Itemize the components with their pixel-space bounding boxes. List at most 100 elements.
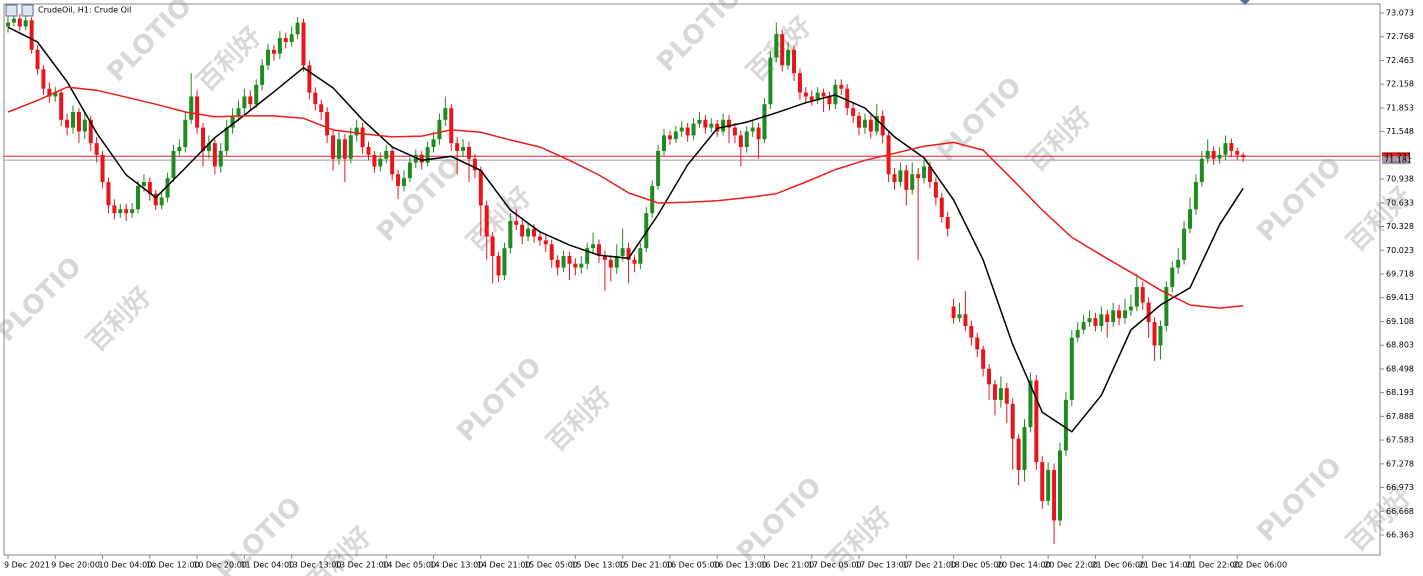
candle-body bbox=[697, 119, 702, 124]
y-tick-label: 68.498 bbox=[1386, 364, 1414, 373]
candle-body bbox=[336, 139, 341, 159]
candle-body bbox=[1223, 143, 1228, 155]
x-tick-label: 21 Dec 06:00 bbox=[1091, 561, 1145, 570]
candle-body bbox=[289, 34, 294, 43]
x-tick-label: 10 Dec 20:00 bbox=[193, 561, 247, 570]
toolbar-icon[interactable] bbox=[5, 4, 18, 17]
candle-body bbox=[307, 65, 312, 93]
x-tick-label: 17 Dec 13:00 bbox=[855, 561, 909, 570]
candle-body bbox=[520, 224, 525, 237]
candle-body bbox=[987, 368, 992, 385]
candle-body bbox=[602, 255, 607, 260]
candle-body bbox=[283, 38, 288, 43]
candle-body bbox=[189, 96, 194, 120]
candle-body bbox=[472, 158, 477, 171]
candle-body bbox=[236, 108, 241, 116]
candle-body bbox=[597, 244, 601, 256]
candle-body bbox=[260, 65, 265, 85]
y-tick-label: 67.888 bbox=[1386, 412, 1414, 421]
candle-body bbox=[271, 49, 276, 54]
x-tick-label: 14 Dec 21:00 bbox=[477, 561, 531, 570]
candle-body bbox=[88, 119, 93, 144]
candle-body bbox=[715, 123, 720, 132]
moving-average bbox=[7, 26, 1244, 433]
candle-body bbox=[118, 209, 123, 214]
candle-body bbox=[555, 259, 560, 268]
candle-body bbox=[100, 154, 105, 183]
candle-body bbox=[1128, 306, 1133, 311]
candle-body bbox=[502, 248, 507, 276]
y-tick-label: 71.548 bbox=[1386, 127, 1414, 136]
candle-body bbox=[218, 150, 223, 167]
candle-body bbox=[561, 255, 566, 268]
candle-body bbox=[1158, 325, 1163, 346]
candle-body bbox=[892, 174, 897, 183]
candle-body bbox=[786, 49, 791, 66]
candle-body bbox=[325, 112, 330, 136]
y-tick-label: 66.973 bbox=[1386, 483, 1414, 492]
y-tick-label: 69.108 bbox=[1386, 317, 1414, 326]
candle-body bbox=[709, 123, 714, 128]
candle-body bbox=[567, 255, 572, 264]
candle-body bbox=[59, 92, 64, 120]
candle-body bbox=[130, 209, 135, 214]
candle-body bbox=[41, 69, 46, 89]
candle-body bbox=[1182, 228, 1187, 260]
candle-body bbox=[508, 220, 513, 249]
candle-body bbox=[437, 119, 442, 140]
candle-body bbox=[230, 115, 235, 128]
candle-body bbox=[1205, 150, 1210, 159]
candle-body bbox=[224, 127, 229, 151]
candle-body bbox=[638, 248, 643, 264]
candle-body bbox=[396, 174, 401, 186]
candle-body bbox=[1069, 337, 1074, 400]
candle-body bbox=[1152, 322, 1157, 346]
candle-body bbox=[585, 248, 590, 264]
candle-body bbox=[650, 185, 655, 214]
candle-body bbox=[1217, 154, 1222, 159]
candle-body bbox=[1105, 314, 1110, 323]
candle-body bbox=[981, 349, 986, 369]
candle-body bbox=[366, 147, 371, 155]
candle-body bbox=[242, 96, 247, 109]
candle-body bbox=[667, 135, 672, 140]
candle-body bbox=[425, 147, 430, 163]
y-tick-label: 67.583 bbox=[1386, 436, 1414, 445]
candle-body bbox=[23, 20, 28, 27]
candle-body bbox=[1010, 403, 1015, 439]
candle-body bbox=[112, 205, 117, 214]
candle-body bbox=[295, 22, 300, 35]
candle-body bbox=[685, 127, 690, 136]
candle-body bbox=[821, 92, 826, 97]
candle-body bbox=[319, 104, 324, 113]
candle-body bbox=[762, 104, 767, 140]
candle-body bbox=[862, 119, 867, 128]
candle-body bbox=[679, 127, 684, 132]
candle-body bbox=[1040, 462, 1045, 502]
candle-body bbox=[1170, 267, 1175, 288]
candle-body bbox=[945, 217, 950, 229]
toolbar-icon[interactable] bbox=[21, 4, 34, 17]
candle-body bbox=[390, 150, 395, 175]
price-label-bg bbox=[1382, 156, 1410, 165]
candle-body bbox=[484, 205, 489, 237]
candle-body bbox=[342, 139, 347, 159]
candle-body bbox=[212, 143, 217, 167]
price-label: 71.181 bbox=[1384, 156, 1412, 165]
candle-body bbox=[1111, 310, 1116, 323]
candle-body bbox=[1146, 302, 1151, 323]
candle-body bbox=[206, 143, 211, 151]
candle-body bbox=[348, 135, 353, 159]
candle-body bbox=[384, 150, 389, 159]
candle-body bbox=[803, 92, 808, 97]
y-tick-label: 72.463 bbox=[1386, 56, 1414, 65]
candle-body bbox=[579, 263, 584, 268]
candle-body bbox=[136, 185, 141, 210]
candle-body bbox=[1022, 427, 1027, 470]
y-tick-label: 70.633 bbox=[1386, 198, 1414, 207]
candle-body bbox=[478, 170, 483, 206]
candle-body bbox=[797, 73, 802, 93]
candle-body bbox=[732, 127, 737, 136]
candle-body bbox=[963, 314, 968, 326]
candle-body bbox=[71, 112, 76, 128]
